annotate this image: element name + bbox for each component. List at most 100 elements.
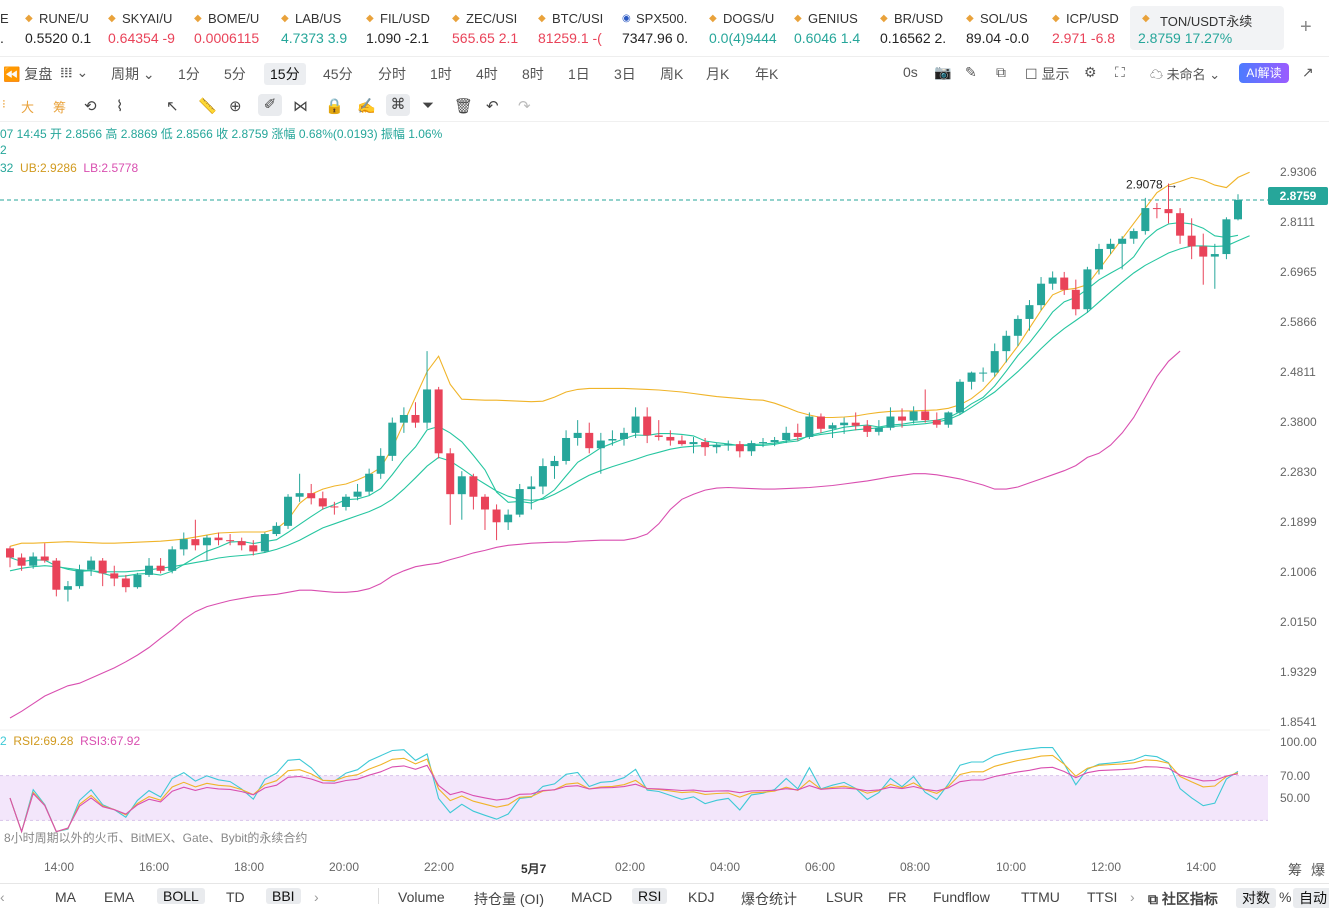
big-order-toggle[interactable]: 大 xyxy=(21,100,35,115)
layout-name-dropdown[interactable]: ☁ 未命名 ⌄ xyxy=(1150,67,1221,82)
ind-oi[interactable]: 持仓量 (OI) xyxy=(474,891,544,907)
chip-axis-button[interactable]: 筹 xyxy=(1288,862,1302,878)
coin-icon: ◆ xyxy=(452,13,460,24)
filter-icon[interactable]: ⏷ xyxy=(422,97,435,114)
ind-ema[interactable]: EMA xyxy=(104,889,135,905)
settings-icon[interactable]: ⚙ xyxy=(1084,64,1097,80)
ticker-item[interactable]: ◆ BTC/USI 81259.1 -( xyxy=(538,6,618,50)
ticker-item[interactable]: ◆ ZEC/USI 565.65 2.1 xyxy=(452,6,534,50)
ticker-item[interactable]: ◉ SPX500. 7347.96 0. xyxy=(622,6,706,50)
ind-kdj[interactable]: KDJ xyxy=(688,889,715,905)
pen-icon[interactable]: ✎ xyxy=(965,64,977,80)
candle-body xyxy=(596,440,605,449)
sync-icon[interactable]: ⟲ xyxy=(84,98,97,115)
candle-body xyxy=(179,539,188,550)
ind-rsi[interactable]: RSI xyxy=(632,888,668,904)
display-button[interactable]: ☐ 显示 xyxy=(1025,66,1070,82)
chip-toggle[interactable]: 筹 xyxy=(53,100,67,115)
ind-fundflow[interactable]: Fundflow xyxy=(933,889,990,905)
redo-icon[interactable]: ↷ xyxy=(518,98,531,115)
magnet-icon[interactable]: ⌘ xyxy=(386,94,410,116)
candle-body xyxy=(272,525,281,535)
tf-4h[interactable]: 4时 xyxy=(476,66,498,82)
ticker-item[interactable]: ◆ ICP/USD 2.971 -6.8 xyxy=(1052,6,1126,50)
ind-fr[interactable]: FR xyxy=(888,889,907,905)
trash-icon[interactable]: 🗑 xyxy=(454,98,474,115)
ind-boll[interactable]: BOLL xyxy=(157,888,205,904)
indicator-tool-icon[interactable]: ⌇ xyxy=(116,98,124,115)
ai-analysis-button[interactable]: AI解读 xyxy=(1239,63,1289,83)
ticker-item[interactable]: ◆ BOME/U 0.0006115 xyxy=(194,6,278,50)
ticker-item[interactable]: ◆ GENIUS 0.6046 1.4 xyxy=(794,6,876,50)
ind-lsur[interactable]: LSUR xyxy=(826,889,864,905)
ticker-item[interactable]: ◆ DOGS/U 0.0(4)9444 xyxy=(709,6,791,50)
candle-body xyxy=(1199,246,1208,257)
tf-3d[interactable]: 3日 xyxy=(614,66,636,82)
ticker-item[interactable]: ◆ RUNE/U 0.5520 0.1 xyxy=(25,6,105,50)
ticker-item[interactable]: ◆ FIL/USD 1.090 -2.1 xyxy=(366,6,448,50)
replay-button[interactable]: ⏪ 复盘 xyxy=(3,66,53,82)
liquidation-axis-button[interactable]: 爆 xyxy=(1311,862,1325,878)
auto-scale-toggle[interactable]: 自动 xyxy=(1293,888,1329,908)
candle-body xyxy=(133,574,142,588)
tf-8h[interactable]: 8时 xyxy=(522,66,544,82)
note-icon[interactable]: ✍ xyxy=(357,98,376,115)
ruler-icon[interactable]: 📏 xyxy=(198,98,217,115)
crosshair-icon[interactable]: ⁝ xyxy=(2,97,6,111)
ticker-item[interactable]: ◆ BR/USD 0.16562 2. xyxy=(880,6,962,50)
tf-year[interactable]: 年K xyxy=(755,66,779,82)
layout-icon[interactable]: ⧉ xyxy=(996,64,1006,80)
tf-5m[interactable]: 5分 xyxy=(224,66,246,82)
tf-1m[interactable]: 1分 xyxy=(178,66,200,82)
candle-type-dropdown[interactable]: 𝍖 ⌄ xyxy=(60,64,89,80)
ind-td[interactable]: TD xyxy=(226,889,245,905)
ticker-item[interactable]: ◆ SOL/US 89.04 -0.0 xyxy=(966,6,1048,50)
pattern-icon[interactable]: ⋈ xyxy=(293,98,308,115)
tf-week[interactable]: 周K xyxy=(660,66,684,82)
ticker-item[interactable]: ◆E. xyxy=(0,6,20,50)
ind-ma[interactable]: MA xyxy=(55,889,76,905)
lock-icon[interactable]: 🔒 xyxy=(325,98,344,115)
candle-body xyxy=(515,489,524,515)
add-ticker-button[interactable]: + xyxy=(1300,16,1312,38)
tf-intraday[interactable]: 分时 xyxy=(378,66,406,82)
period-dropdown[interactable]: 周期 ⌄ xyxy=(111,66,155,82)
candle-body xyxy=(1118,238,1127,244)
share-icon[interactable]: ↗ xyxy=(1302,64,1314,80)
more-indicators-icon[interactable]: › xyxy=(1130,889,1135,905)
tf-45m[interactable]: 45分 xyxy=(323,66,353,82)
undo-icon[interactable]: ↶ xyxy=(486,98,499,115)
ind-ttmu[interactable]: TTMU xyxy=(1021,889,1060,905)
ticker-price: 0.6046 1.4 xyxy=(794,30,861,46)
ind-volume[interactable]: Volume xyxy=(398,889,445,905)
camera-icon[interactable]: 📷 xyxy=(934,64,952,80)
time-tick: 14:00 xyxy=(1186,860,1217,874)
tf-15m[interactable]: 15分 xyxy=(264,63,306,85)
ind-ttsi[interactable]: TTSI xyxy=(1087,889,1118,905)
cursor-icon[interactable]: ↖ xyxy=(166,98,179,115)
zoom-icon[interactable]: ⊕ xyxy=(229,98,242,115)
price-chart[interactable]: 2.9078 → xyxy=(0,122,1270,852)
candle-body xyxy=(527,486,536,490)
tf-1d[interactable]: 1日 xyxy=(568,66,590,82)
candle-body xyxy=(967,372,976,382)
percent-toggle[interactable]: % xyxy=(1279,889,1292,905)
scroll-right-icon[interactable]: › xyxy=(314,889,319,905)
ticker-price: 7347.96 0. xyxy=(622,30,689,46)
fullscreen-icon[interactable]: ⛶ xyxy=(1115,64,1125,80)
ticker-item[interactable]: ◆ SKYAI/U 0.64354 -9 xyxy=(108,6,190,50)
tf-1h[interactable]: 1时 xyxy=(430,66,452,82)
ticker-item[interactable]: ◆ TON/USDT永续 2.8759 17.27% xyxy=(1130,6,1284,50)
candle-body xyxy=(353,491,362,497)
log-scale-toggle[interactable]: 对数 xyxy=(1236,888,1276,908)
ind-macd[interactable]: MACD xyxy=(571,889,613,905)
brush-icon[interactable]: ✐ xyxy=(258,94,282,116)
scroll-left-icon[interactable]: ‹ xyxy=(0,889,5,905)
ticker-item[interactable]: ◆ LAB/US 4.7373 3.9 xyxy=(281,6,363,50)
rsi-info: 2 RSI2:69.28 RSI3:67.92 xyxy=(0,734,141,748)
ind-bbi[interactable]: BBI xyxy=(266,888,301,904)
community-indicators[interactable]: ⧉ 社区指标 xyxy=(1148,891,1218,907)
ind-liquidation[interactable]: 爆仓统计 xyxy=(741,891,797,907)
tf-month[interactable]: 月K xyxy=(706,66,730,82)
candle-body xyxy=(446,453,455,495)
